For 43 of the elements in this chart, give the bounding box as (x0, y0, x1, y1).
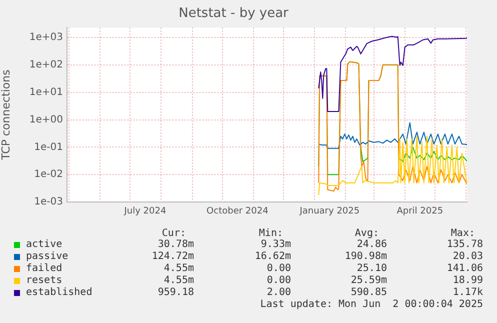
text: Max: (450, 228, 475, 239)
legend-label: active (26, 239, 62, 250)
text: 16.62m (254, 251, 291, 262)
text: 24.86 (356, 239, 387, 250)
y-tick-label: 1e+02 (29, 60, 63, 71)
text: 20.03 (452, 251, 483, 262)
text: 2.00 (266, 287, 291, 298)
y-tick-label: 1e+03 (29, 32, 63, 44)
text: 135.78 (446, 239, 483, 250)
text: 9.33m (260, 239, 291, 250)
y-axis-title: TCP connections (0, 69, 12, 161)
y-tick-label: 1e+00 (29, 114, 63, 126)
legend-label: established (26, 287, 92, 298)
y-tick-label: 1e-02 (34, 169, 63, 180)
text: 590.85 (350, 287, 387, 298)
text: 4.55m (164, 275, 194, 286)
text: 18.99 (452, 275, 483, 286)
y-tick-label: 1e-01 (34, 142, 63, 153)
chart-title: Netstat - by year (178, 6, 290, 22)
x-tick-label: October 2024 (206, 206, 269, 217)
x-tick-label: July 2024 (123, 206, 166, 217)
text: 124.72m (152, 251, 194, 262)
text: 141.06 (446, 263, 483, 274)
y-tick-label: 1e+01 (29, 86, 63, 98)
legend-label: failed (26, 263, 62, 274)
legend-label: passive (26, 251, 68, 262)
text: 0.00 (266, 275, 291, 286)
text: Min: (258, 228, 283, 239)
text: 1.17k (452, 287, 483, 298)
text: 25.10 (356, 263, 387, 274)
text: 190.98m (344, 251, 387, 262)
text: 959.18 (158, 287, 194, 298)
text: 0.00 (266, 263, 291, 274)
legend-label: resets (26, 275, 62, 286)
text: 25.59m (350, 275, 387, 286)
x-tick-label: April 2025 (396, 206, 444, 217)
text: 30.78m (158, 239, 194, 250)
x-tick-label: January 2025 (298, 206, 360, 217)
text: Last update: Mon Jun 2 00:00:04 2025 (260, 299, 483, 310)
text: Avg: (354, 228, 379, 239)
text: Cur: (162, 228, 186, 239)
text: 4.55m (164, 263, 194, 274)
y-tick-label: 1e-03 (34, 196, 63, 208)
